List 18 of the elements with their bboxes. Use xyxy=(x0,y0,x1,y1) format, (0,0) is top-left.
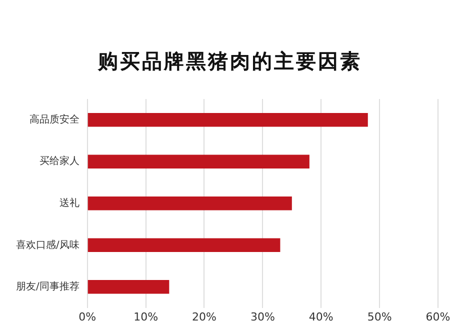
y-tick-label: 送礼 xyxy=(59,196,80,209)
y-tick-label: 朋友/同事推荐 xyxy=(16,280,80,293)
x-tick-label: 0% xyxy=(78,310,96,324)
bar xyxy=(88,196,292,210)
bar xyxy=(88,112,368,127)
y-tick-label: 喜欢口感/风味 xyxy=(16,238,80,251)
y-tick-label: 高品质安全 xyxy=(29,113,80,126)
x-tick-label: 40% xyxy=(308,310,334,324)
y-tick-label: 买给家人 xyxy=(39,155,80,168)
x-tick-label: 60% xyxy=(426,310,450,324)
chart-title: 购买品牌黑猪肉的主要因素 xyxy=(96,48,363,75)
bar xyxy=(88,238,280,252)
x-tick-label: 50% xyxy=(367,310,392,324)
x-tick-label: 10% xyxy=(134,310,158,324)
bar xyxy=(88,154,310,169)
x-tick-label: 20% xyxy=(192,310,216,324)
x-tick-label: 30% xyxy=(250,310,275,324)
bar xyxy=(88,280,170,294)
